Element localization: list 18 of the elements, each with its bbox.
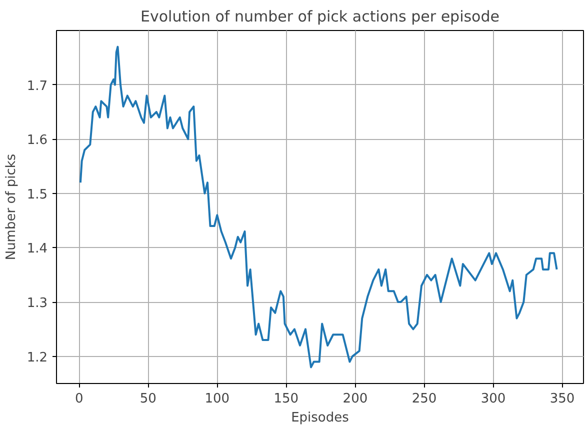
x-tick-label: 50 — [140, 392, 156, 406]
x-tick-label: 250 — [412, 392, 437, 406]
y-tick-label: 1.6 — [26, 133, 48, 148]
x-tick-label: 300 — [480, 392, 506, 406]
x-tick-label: 100 — [204, 392, 230, 406]
x-axis-title: Episodes — [291, 410, 350, 426]
x-tick-label: 150 — [274, 392, 299, 406]
y-tick-label: 1.7 — [26, 78, 48, 94]
y-tick-label: 1.2 — [26, 350, 48, 366]
y-tick-label: 1.3 — [26, 296, 48, 312]
y-tick-label: 1.5 — [26, 187, 48, 202]
y-tick-label: 1.4 — [26, 242, 48, 257]
x-tick-label: 0 — [74, 392, 84, 406]
line-series — [79, 46, 558, 368]
x-tick-label: 200 — [342, 392, 368, 406]
x-tick-label: 350 — [550, 392, 575, 406]
y-axis-title: Number of picks — [4, 154, 19, 260]
chart-title: Evolution of number of pick actions per episode — [140, 8, 500, 26]
